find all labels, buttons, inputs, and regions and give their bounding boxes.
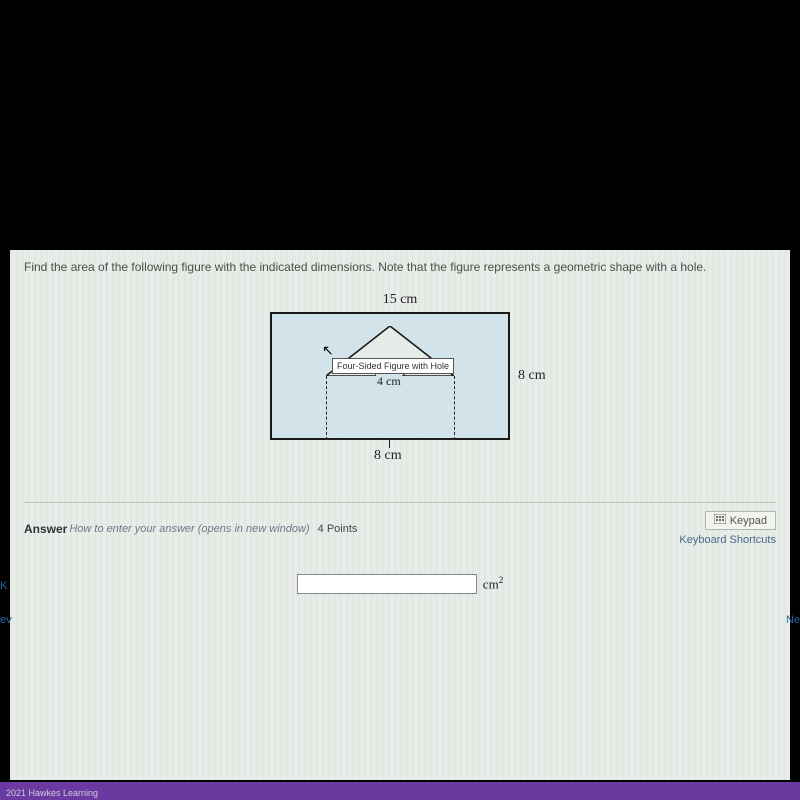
figure-container: 15 cm 8 cm ↖ Four-Sided Figure with Hole… [24,292,776,472]
triangle-base-label: 4 cm [376,374,402,389]
footer-bar: 2021 Hawkes Learning [0,782,800,800]
unit-label: cm2 [483,575,503,592]
keypad-button[interactable]: Keypad [705,511,776,530]
answer-right-controls: Keypad Keyboard Shortcuts [679,511,776,546]
next-button[interactable]: Ne [786,614,800,626]
unit-exponent: 2 [499,575,504,585]
figure-tooltip: Four-Sided Figure with Hole [332,358,454,374]
top-blackbar [0,0,800,250]
side-k: K [0,580,7,592]
answer-input-row: cm2 [24,574,776,594]
mouse-cursor-icon: ↖ [322,342,334,359]
keypad-icon [714,514,726,527]
top-dimension-label: 15 cm [250,292,550,308]
answer-input[interactable] [297,574,477,594]
points-label: 4 Points [318,523,358,535]
answer-label: Answer [24,522,67,536]
answer-header-row: Answer How to enter your answer (opens i… [24,511,776,546]
keyboard-shortcuts-link[interactable]: Keyboard Shortcuts [679,534,776,546]
prev-button[interactable]: ev [0,614,12,626]
content-panel: Find the area of the following figure wi… [10,250,790,780]
section-divider [24,502,776,503]
right-dimension-label: 8 cm [518,368,546,384]
geometry-figure: 15 cm 8 cm ↖ Four-Sided Figure with Hole… [250,292,550,472]
dashed-left-line [326,376,327,440]
bottom-tick [389,440,390,448]
dashed-right-line [454,376,455,440]
keypad-label: Keypad [730,515,767,527]
unit-base: cm [483,577,499,592]
footer-copyright: 2021 Hawkes Learning [6,788,98,798]
question-text: Find the area of the following figure wi… [24,260,776,274]
bottom-dimension-label: 8 cm [374,448,402,464]
dashed-bottom-line [326,439,454,440]
answer-hint-link[interactable]: How to enter your answer (opens in new w… [69,523,309,535]
